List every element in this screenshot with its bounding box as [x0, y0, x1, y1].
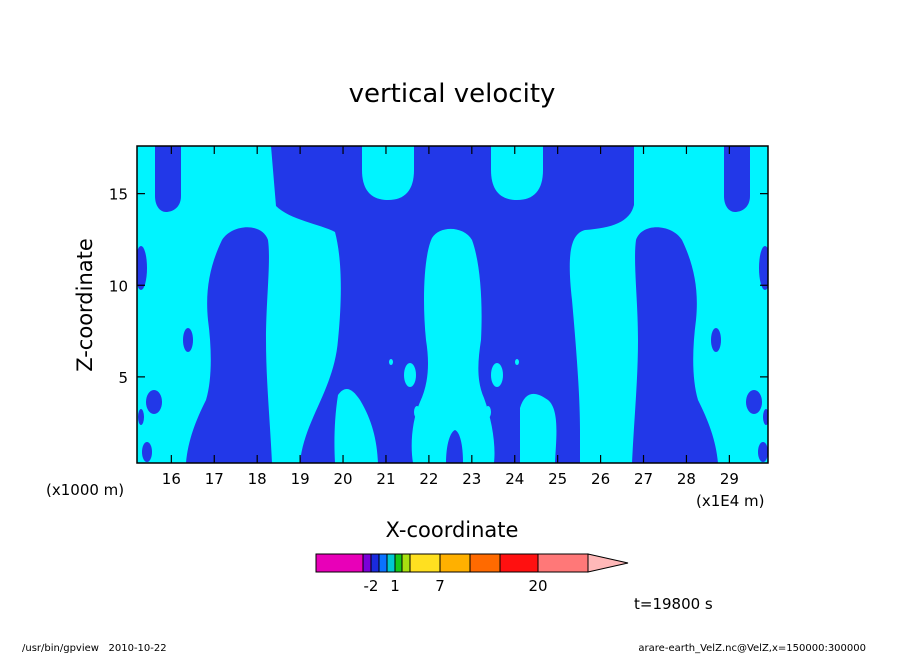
x-tick-label: 17 — [205, 470, 224, 488]
plot-area — [137, 146, 768, 463]
blob — [711, 328, 721, 352]
x-tick-label: 18 — [248, 470, 267, 488]
x-tick-label: 23 — [462, 470, 481, 488]
x-tick-label: 29 — [720, 470, 739, 488]
blob — [146, 390, 162, 414]
x-tick-label: 28 — [677, 470, 696, 488]
y-axis: 5 10 15 — [109, 186, 768, 387]
y-axis-label: Z-coordinate — [73, 238, 97, 372]
x-tick-label: 21 — [376, 470, 395, 488]
footer-right: arare-earth_VelZ.nc@VelZ,x=150000:300000 — [638, 643, 866, 654]
blob — [138, 409, 144, 425]
plume-notch-left — [362, 146, 414, 200]
blob — [137, 246, 147, 290]
colorbar-cell — [401, 553, 411, 573]
x-tick-label: 16 — [162, 470, 181, 488]
colorbar-cell — [378, 553, 388, 573]
plot-frame — [136, 145, 769, 464]
x-tick-label: 22 — [419, 470, 438, 488]
central-plume — [271, 146, 634, 463]
x-tick-label: 26 — [591, 470, 610, 488]
colorbar-cell — [386, 553, 396, 573]
x-tick-label: 24 — [505, 470, 524, 488]
right-upper-band — [724, 146, 750, 212]
island — [389, 359, 393, 365]
y-tick-label: 15 — [109, 186, 128, 204]
left-upper-band — [155, 146, 181, 212]
blob — [746, 390, 762, 414]
chart-title: vertical velocity — [349, 79, 556, 109]
time-label: t=19800 s — [634, 595, 713, 613]
colorbar-tick-label: 20 — [528, 577, 547, 595]
colorbar: -2 1 7 20 — [315, 553, 629, 595]
x-tick-label: 20 — [333, 470, 352, 488]
x-unit-note: (x1E4 m) — [696, 492, 765, 510]
y-tick-label: 10 — [109, 277, 128, 295]
colorbar-cell — [469, 553, 501, 573]
colorbar-cell — [439, 553, 471, 573]
island — [515, 359, 519, 365]
island — [404, 363, 416, 387]
y-tick-label: 5 — [118, 369, 128, 387]
colorbar-tick-label: 1 — [390, 577, 400, 595]
colorbar-cell — [409, 553, 441, 573]
colorbar-extend-arrow — [587, 553, 629, 573]
colorbar-cell — [362, 553, 372, 573]
colorbar-cell — [537, 553, 589, 573]
x-tick-label: 25 — [548, 470, 567, 488]
x-axis-label: X-coordinate — [386, 518, 519, 542]
right-column — [632, 227, 718, 463]
island — [491, 363, 503, 387]
footer-left: /usr/bin/gpview 2010-10-22 — [22, 643, 167, 654]
plume-center-hole — [446, 430, 463, 463]
x-tick-label: 19 — [291, 470, 310, 488]
blob — [183, 328, 193, 352]
left-column — [186, 227, 272, 463]
island — [414, 406, 420, 418]
colorbar-tick-label: -2 — [364, 577, 379, 595]
island — [485, 406, 491, 418]
colorbar-cell — [315, 553, 364, 573]
blob — [142, 442, 152, 462]
x-tick-label: 27 — [634, 470, 653, 488]
colorbar-cell — [394, 553, 403, 573]
colorbar-cell — [499, 553, 539, 573]
blob — [763, 409, 768, 425]
colorbar-tick-label: 7 — [435, 577, 445, 595]
x-axis: 16 17 18 19 20 21 22 23 24 25 26 27 28 29 — [162, 146, 739, 488]
colorbar-cell — [370, 553, 380, 573]
blob — [758, 442, 768, 462]
y-unit-note: (x1000 m) — [46, 481, 124, 499]
plume-notch-right — [491, 146, 543, 200]
blob — [759, 246, 768, 290]
